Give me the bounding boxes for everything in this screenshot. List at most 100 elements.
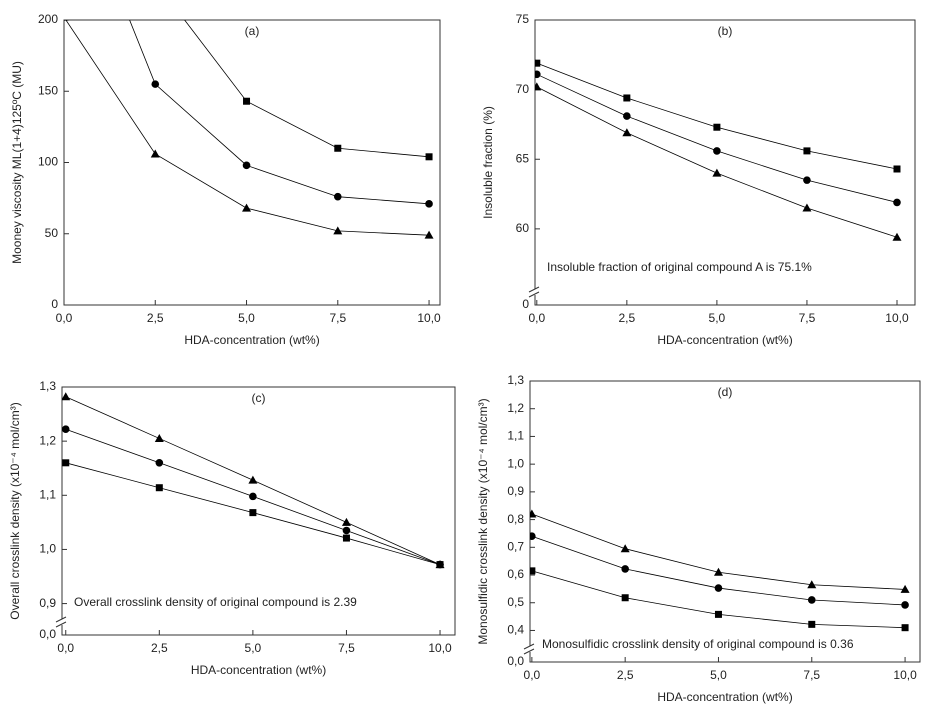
marker (248, 475, 258, 484)
marker (623, 94, 631, 102)
y-tick-label: 50 (45, 226, 59, 240)
y-tick-label: 1,0 (39, 542, 56, 556)
y-tick-label: 1,0 (507, 456, 524, 470)
y-axis-label: Overall crosslink density (x10⁻⁴ mol/cm³… (8, 402, 22, 620)
y-tick-label: 0 (522, 297, 529, 311)
y-axis-label: Insoluble fraction (%) (481, 106, 495, 219)
marker (62, 425, 70, 434)
x-tick-label: 2,5 (617, 668, 634, 682)
marker (424, 230, 434, 239)
marker (64, 20, 69, 21)
marker (535, 70, 541, 79)
marker (803, 176, 811, 184)
marker (436, 561, 444, 569)
x-tick-label: 2,5 (147, 311, 164, 325)
x-axis-label: HDA-concentration (wt%) (184, 333, 319, 347)
x-tick-label: 10,0 (428, 641, 452, 655)
panel-label: (b) (718, 24, 733, 38)
x-tick-label: 10,0 (417, 311, 441, 325)
y-tick-label: 1,1 (507, 429, 524, 443)
x-tick-label: 7,5 (329, 311, 346, 325)
x-tick-label: 7,5 (799, 311, 816, 325)
x-tick-label: 10,0 (885, 311, 909, 325)
panel-label: (a) (245, 24, 260, 38)
x-axis-label: HDA-concentration (wt%) (191, 663, 326, 677)
y-tick-label: 150 (38, 83, 58, 97)
axis-break-gap (524, 646, 536, 652)
marker (425, 200, 433, 208)
plot-series (530, 509, 910, 632)
x-tick-label: 5,0 (238, 311, 255, 325)
y-tick-label: 0,0 (39, 627, 56, 641)
marker (621, 565, 629, 573)
plot-series (62, 392, 445, 569)
y-tick-label: 70 (516, 82, 530, 96)
series-line (536, 73, 898, 203)
axis-break (55, 616, 67, 628)
annotation: Monosulfidic crosslink density of origin… (542, 637, 854, 651)
marker (900, 584, 910, 593)
x-tick-label: 7,5 (803, 668, 820, 682)
x-tick-label: 0,0 (57, 641, 74, 655)
marker (62, 459, 70, 467)
marker (807, 596, 816, 604)
marker (535, 59, 541, 67)
y-tick-label: 0,5 (507, 595, 524, 609)
y-axis-label: Mooney viscosity ML(1+4)125ºC (MU) (10, 61, 24, 264)
marker (535, 82, 542, 91)
x-axis-label: HDA-concentration (wt%) (657, 690, 792, 704)
marker (342, 534, 350, 542)
y-tick-label: 75 (516, 12, 530, 26)
marker (342, 526, 351, 535)
annotation: Insoluble fraction of original compound … (547, 260, 812, 274)
marker (713, 147, 721, 155)
marker (807, 580, 817, 589)
plot-frame (534, 19, 916, 306)
marker (530, 567, 536, 575)
marker (242, 203, 252, 212)
panel-label: (c) (252, 391, 266, 405)
annotation: Overall crosslink density of original co… (74, 595, 357, 609)
x-tick-label: 5,0 (245, 641, 262, 655)
marker (530, 509, 537, 518)
series-line (536, 86, 898, 238)
x-tick-label: 7,5 (338, 641, 355, 655)
y-tick-label: 0,8 (507, 512, 524, 526)
marker (243, 97, 251, 105)
x-tick-label: 5,0 (710, 668, 727, 682)
plot-frame (63, 19, 441, 306)
y-tick-label: 1,3 (507, 373, 524, 387)
marker (155, 459, 164, 467)
marker (151, 80, 160, 88)
marker (620, 544, 630, 553)
x-tick-label: 10,0 (893, 668, 917, 682)
marker (892, 232, 902, 241)
x-tick-label: 2,5 (151, 641, 168, 655)
marker (333, 192, 342, 201)
y-tick-label: 0,0 (507, 654, 524, 668)
y-tick-label: 1,2 (39, 433, 56, 447)
y-tick-label: 0,7 (507, 539, 524, 553)
y-tick-label: 1,2 (507, 401, 524, 415)
marker (425, 153, 433, 161)
plot-frame (61, 386, 456, 636)
marker (154, 433, 164, 442)
x-axis-label: HDA-concentration (wt%) (657, 333, 792, 347)
marker (802, 203, 812, 212)
plot-frame (529, 380, 921, 663)
marker (333, 226, 343, 235)
y-tick-label: 1,3 (39, 379, 56, 393)
y-tick-label: 200 (38, 12, 58, 26)
axis-break-gap (56, 619, 68, 625)
x-tick-label: 5,0 (709, 311, 726, 325)
marker (893, 198, 901, 207)
y-tick-label: 0,9 (507, 484, 524, 498)
marker (714, 610, 722, 618)
marker (530, 532, 536, 541)
y-tick-label: 0 (51, 297, 58, 311)
marker (150, 149, 160, 158)
marker (249, 509, 257, 517)
y-tick-label: 65 (516, 151, 530, 165)
series-line (65, 20, 430, 236)
y-tick-label: 1,1 (39, 487, 56, 501)
